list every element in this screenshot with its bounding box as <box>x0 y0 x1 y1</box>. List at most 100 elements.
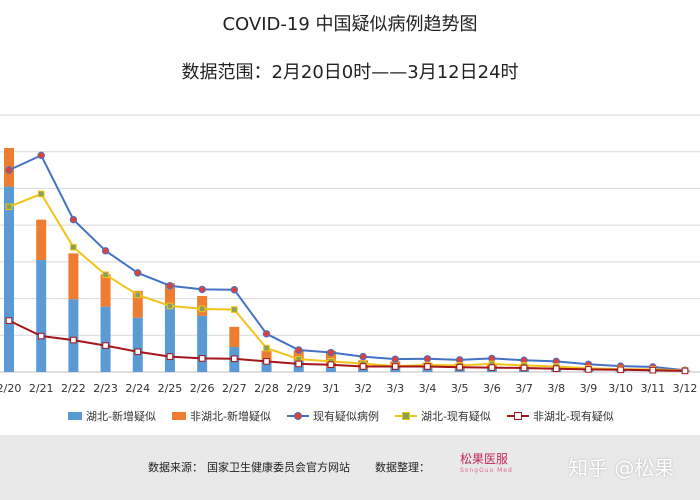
point-nonhubei-current <box>681 367 689 375</box>
bar-nonhubei-new <box>261 350 272 362</box>
x-tick-label: 3/3 <box>386 382 404 395</box>
legend-item-hubei-current: 湖北-现有疑似 <box>394 408 491 424</box>
organizer-sub: SongGuo Med <box>460 467 513 474</box>
point-nonhubei-current <box>295 360 303 368</box>
chart-title: COVID-19 中国疑似病例趋势图 <box>222 14 478 35</box>
data-source: 数据来源： 国家卫生健康委员会官方网站 数据整理： <box>148 459 434 475</box>
bar-nonhubei-new <box>164 283 175 305</box>
line-nonhubei-current <box>8 319 686 372</box>
bar-hubei-new <box>358 368 369 372</box>
point-nonhubei-current <box>617 366 624 374</box>
point-current-total <box>230 286 239 294</box>
source-label: 数据来源： <box>148 461 203 474</box>
bar-hubei-new <box>100 306 111 372</box>
x-tick-label: 2/24 <box>125 382 150 395</box>
point-nonhubei-current <box>327 361 335 368</box>
x-tick-label: 3/2 <box>354 382 372 395</box>
x-tick-label: 2/23 <box>93 382 118 395</box>
x-tick-label: 2/28 <box>254 382 279 395</box>
legend-swatch-nonhubei-new <box>171 412 186 420</box>
legend-swatch-current-total <box>286 411 309 421</box>
bar-hubei-new <box>132 317 143 372</box>
x-tick-label: 2/26 <box>190 382 215 395</box>
point-hubei-current <box>231 306 238 313</box>
point-nonhubei-current <box>166 353 174 360</box>
point-nonhubei-current <box>134 348 142 356</box>
point-current-total <box>295 346 303 354</box>
gridlines <box>0 114 700 373</box>
point-current-total <box>134 269 142 277</box>
point-nonhubei-current <box>102 342 109 349</box>
bar-hubei-new <box>4 186 14 372</box>
point-current-total <box>5 166 13 174</box>
point-hubei-current <box>102 271 109 279</box>
point-current-total <box>166 282 174 290</box>
bar-nonhubei-new <box>132 290 143 318</box>
organizer-label: 数据整理： <box>374 461 430 474</box>
watermark: 知乎 @松果 <box>568 456 675 480</box>
line-hubei-current <box>8 192 686 372</box>
organizer-name: 松果医服 <box>460 452 509 466</box>
bar-hubei-new <box>197 315 208 372</box>
point-hubei-current <box>70 243 77 251</box>
chart-subtitle: 数据范围：2月20日0时——3月12日24时 <box>181 62 519 83</box>
point-current-total <box>327 348 335 357</box>
source-value: 国家卫生健康委员会官方网站 <box>207 461 350 474</box>
point-nonhubei-current <box>488 364 496 371</box>
point-nonhubei-current <box>520 364 528 372</box>
x-tick-label: 2/27 <box>222 382 247 395</box>
point-hubei-current <box>37 190 45 198</box>
lines <box>5 151 689 375</box>
x-tick-label: 2/21 <box>29 382 54 395</box>
x-tick-label: 3/9 <box>580 382 598 395</box>
point-nonhubei-current <box>585 366 592 373</box>
legend-label-hubei-new: 湖北-新增疑似 <box>86 410 156 423</box>
point-nonhubei-current <box>359 363 367 370</box>
point-nonhubei-current <box>263 358 270 365</box>
chart-canvas: 2/20 2/21 2/22 2/23 2/24 2/25 2/26 2/27 2/28 2/29… <box>0 114 700 395</box>
point-nonhubei-current <box>424 363 431 370</box>
legend-item-nonhubei-current: 非湖北-现有疑似 <box>506 408 614 424</box>
legend: 湖北-新增疑似 非湖北-新增疑似 现有疑似病例 湖北-现有疑似 非湖北-现有疑似 <box>68 408 614 424</box>
point-nonhubei-current <box>37 332 45 340</box>
legend-item-hubei-new: 湖北-新增疑似 <box>68 408 156 424</box>
x-tick-label: 3/6 <box>483 382 501 395</box>
footer-band <box>0 435 700 500</box>
legend-item-nonhubei-new: 非湖北-新增疑似 <box>171 408 271 424</box>
point-nonhubei-current <box>198 355 206 362</box>
legend-label-hubei-current: 湖北-现有疑似 <box>420 410 491 423</box>
point-current-total <box>101 247 110 255</box>
legend-label-nonhubei-current: 非湖北-现有疑似 <box>532 410 614 423</box>
x-axis-ticks: 2/20 2/21 2/22 2/23 2/24 2/25 2/26 2/27 2/28 2/29… <box>0 382 697 395</box>
bar-hubei-new <box>422 367 433 372</box>
legend-item-current-total: 现有疑似病例 <box>286 408 379 424</box>
x-tick-label: 3/7 <box>515 382 533 395</box>
point-nonhubei-current <box>649 366 657 374</box>
bar-hubei-new <box>36 260 47 372</box>
bar-hubei-new <box>164 304 175 372</box>
bar-nonhubei-new <box>100 274 111 307</box>
point-hubei-current <box>263 344 270 352</box>
x-tick-label: 2/22 <box>61 382 86 395</box>
point-current-total <box>391 355 399 363</box>
point-nonhubei-current <box>5 317 13 324</box>
point-current-total <box>69 215 78 224</box>
legend-label-nonhubei-new: 非湖北-新增疑似 <box>189 410 271 423</box>
point-current-total <box>262 330 271 338</box>
point-nonhubei-current <box>70 336 77 344</box>
legend-label-current-total: 现有疑似病例 <box>312 410 379 423</box>
x-tick-label: 3/4 <box>419 382 437 395</box>
x-tick-label: 2/25 <box>158 382 183 395</box>
point-current-total <box>37 151 45 160</box>
x-tick-label: 3/1 <box>322 382 340 395</box>
point-current-total <box>198 285 206 294</box>
line-current-total <box>8 154 686 372</box>
bar-nonhubei-new <box>68 253 79 300</box>
x-tick-label: 3/5 <box>451 382 469 395</box>
x-tick-label: 3/10 <box>608 382 633 395</box>
point-current-total <box>359 352 367 361</box>
point-nonhubei-current <box>456 363 463 371</box>
bars <box>4 148 690 372</box>
bar-hubei-new <box>68 299 79 372</box>
point-current-total <box>423 355 432 363</box>
